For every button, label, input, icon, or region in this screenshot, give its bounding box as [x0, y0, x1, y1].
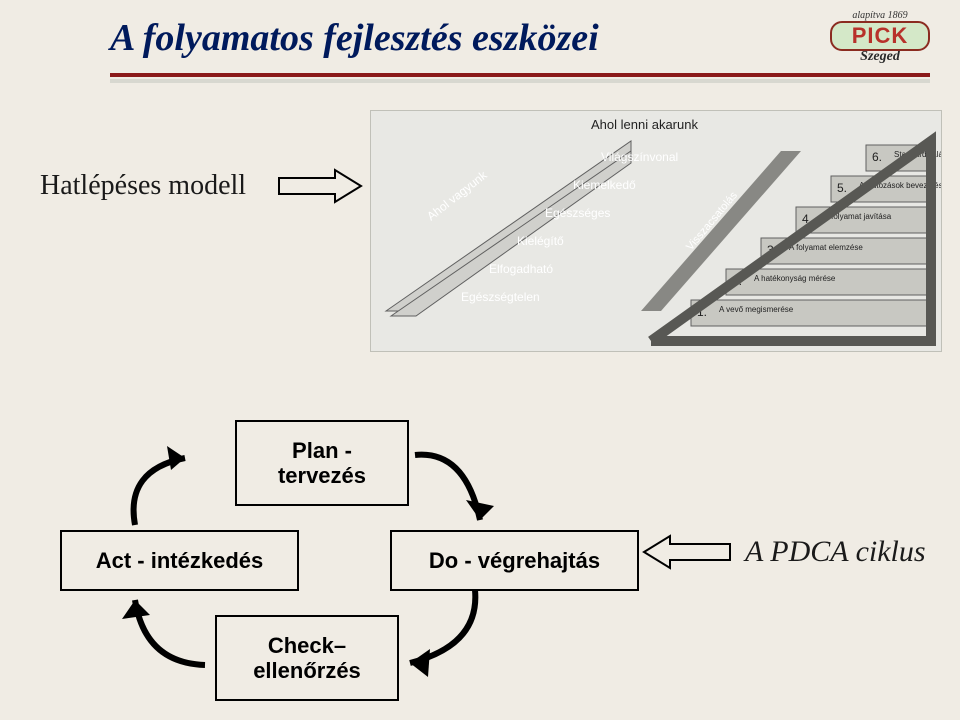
pdca-plan-label: Plan - tervezés — [247, 438, 397, 489]
svg-text:Világszínvonal: Világszínvonal — [601, 150, 678, 164]
svg-text:Ahol lenni akarunk: Ahol lenni akarunk — [591, 117, 698, 132]
logo-brand: PICK — [830, 21, 930, 51]
pdca-check-label: Check– ellenőrzés — [227, 633, 387, 684]
logo-founded: alapítva 1869 — [830, 10, 930, 21]
logo-city: Szeged — [830, 49, 930, 65]
header: A folyamatos fejlesztés eszközei alapítv… — [0, 0, 960, 65]
pdca-arrow-check-to-act — [120, 585, 230, 685]
pdca-act-label: Act - intézkedés — [96, 548, 264, 573]
svg-text:Kielégítő: Kielégítő — [517, 234, 564, 248]
svg-text:A hatékonyság mérése: A hatékonyság mérése — [754, 274, 836, 283]
pdca-cycle-label: A PDCA ciklus — [745, 535, 926, 569]
svg-text:A folyamat elemzése: A folyamat elemzése — [789, 243, 863, 252]
connector-arrow-pdca — [640, 532, 735, 572]
svg-text:Egészségtelen: Egészségtelen — [461, 290, 540, 304]
svg-text:Egészséges: Egészséges — [545, 206, 610, 220]
pdca-check-box: Check– ellenőrzés — [215, 615, 399, 701]
brand-logo: alapítva 1869 PICK Szeged — [830, 10, 930, 65]
svg-text:6.: 6. — [872, 150, 882, 164]
title-underline — [110, 73, 930, 77]
pdca-do-label: Do - végrehajtás — [429, 548, 600, 573]
page-title: A folyamatos fejlesztés eszközei — [110, 16, 830, 60]
svg-text:Kiemelkedő: Kiemelkedő — [573, 178, 636, 192]
pdca-arrow-plan-to-do — [400, 440, 510, 535]
pdca-arrow-act-to-plan — [115, 440, 225, 535]
svg-text:5.: 5. — [837, 181, 847, 195]
six-step-heading: Hatlépéses modell — [40, 170, 246, 202]
pdca-do-box: Do - végrehajtás — [390, 530, 639, 591]
six-step-stair-diagram: Ahol lenni akarunk Ahol vagyunk Egészség… — [370, 110, 942, 352]
pdca-act-box: Act - intézkedés — [60, 530, 299, 591]
svg-text:Elfogadható: Elfogadható — [489, 262, 553, 276]
pdca-plan-box: Plan - tervezés — [235, 420, 409, 506]
svg-text:A vevő megismerése: A vevő megismerése — [719, 305, 794, 314]
connector-arrow-sixstep — [275, 166, 365, 206]
pdca-arrow-do-to-check — [390, 585, 500, 685]
